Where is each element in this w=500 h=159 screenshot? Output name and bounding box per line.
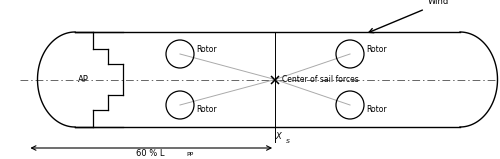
Text: Rotor: Rotor bbox=[196, 45, 216, 55]
Text: 60 % L: 60 % L bbox=[136, 149, 164, 159]
Text: S: S bbox=[286, 139, 290, 144]
Text: X: X bbox=[276, 132, 281, 141]
Text: AP: AP bbox=[78, 75, 88, 84]
Text: Rotor: Rotor bbox=[366, 45, 386, 55]
Text: Center of sail forces: Center of sail forces bbox=[282, 75, 359, 84]
Text: PP: PP bbox=[186, 152, 193, 157]
Text: Rotor: Rotor bbox=[196, 104, 216, 114]
Text: Rotor: Rotor bbox=[366, 104, 386, 114]
Text: Wind: Wind bbox=[428, 0, 449, 7]
